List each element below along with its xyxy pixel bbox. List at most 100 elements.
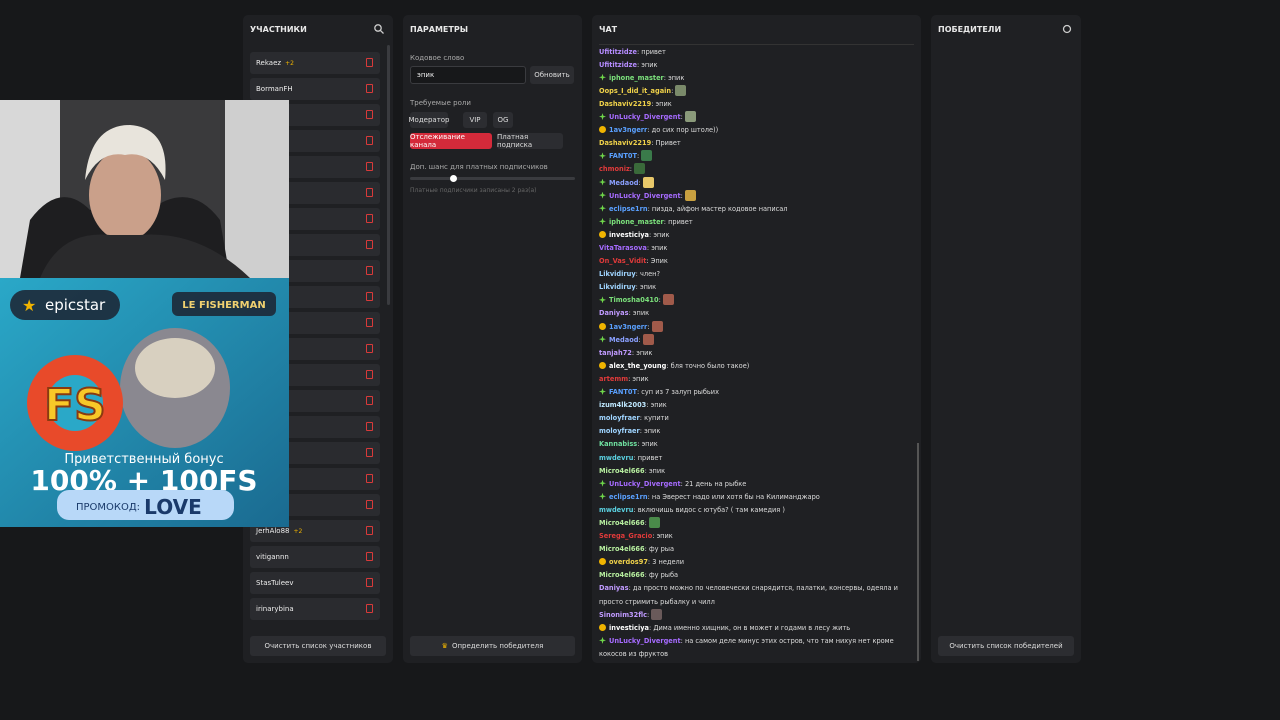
username: Medaod [609,336,643,344]
delete-icon[interactable] [366,526,373,535]
delete-icon[interactable] [366,58,373,67]
username: investiciya [609,231,653,239]
badge-icon [599,178,606,186]
slider-track[interactable] [410,177,575,180]
badge-icon [599,492,606,500]
code-input[interactable]: эпик [410,66,526,84]
chat-message: alex_the_youngбля точно было такое) [599,360,909,373]
chat-message: FANT0T [599,150,909,163]
username: Daniyas [599,584,633,592]
role-toggle[interactable]: Платная подписка [497,133,563,149]
delete-icon[interactable] [366,578,373,587]
emote [675,84,687,96]
participant-row: irinarybina [250,598,380,620]
clear-participants-button[interactable]: Очистить список участников [250,636,386,656]
delete-icon[interactable] [366,500,373,509]
delete-icon[interactable] [366,110,373,119]
delete-icon[interactable] [366,188,373,197]
delete-icon[interactable] [366,84,373,93]
role-toggle[interactable]: Модератор [409,112,450,128]
participant-name: vitigannn [256,553,289,561]
message-text: включишь видос с ютуба? ( там камедия ) [637,505,785,514]
chat-message: Micro4el666фу рыа [599,543,909,556]
emote [634,163,646,175]
chat-message: UnLucky_Divergent [599,111,909,124]
chat-message: eclipse1rnпизда, айфон мастер кодовое на… [599,203,909,216]
message-text: фу рыба [648,571,679,580]
username: 1av3ngerr [609,323,652,331]
message-text: привет [637,453,663,462]
refresh-icon[interactable] [1062,24,1072,34]
svg-text:★: ★ [22,296,36,315]
message-text: бля точно было такое) [670,361,750,370]
chat-message: iphone_masterэпик [599,72,909,85]
delete-icon[interactable] [366,240,373,249]
participant-row: BormanFH [250,78,380,100]
username: alex_the_young [609,362,671,370]
role-toggle[interactable]: Отслеживание канала [410,133,492,149]
message-text: эпик [641,440,658,449]
message-text: на самом деле минус этих остров, что там… [599,636,894,658]
message-text: эпик [639,283,657,292]
message-text: пизда, айфон мастер кодовое написал [651,204,788,213]
participant-row: Rekaez +2 [250,52,380,74]
divider [599,44,914,45]
badge-icon [599,230,606,238]
emote [662,294,674,306]
delete-icon[interactable] [366,162,373,171]
chat-log: UfititzidzeприветUfititzidzeэпикiphone_m… [599,45,909,661]
logo: FS [44,380,106,431]
username: Likvidiruy [599,283,640,291]
delete-icon[interactable] [366,292,373,301]
role-toggle[interactable]: VIP [463,112,487,128]
delete-icon[interactable] [366,318,373,327]
badge-icon [599,296,606,304]
delete-icon[interactable] [366,266,373,275]
ad-banner: epicstar ★ LE FISHERMAN FS Приветственны… [0,278,289,527]
delete-icon[interactable] [366,214,373,223]
message-text: до сих пор штоле)) [651,126,719,135]
delete-icon[interactable] [366,136,373,145]
roles-label: Требуемые роли [410,99,471,107]
message-text: привет [668,217,693,226]
update-button[interactable]: Обновить [530,66,574,84]
message-text: Дима именно хищник, он в может и годами … [653,623,851,632]
delete-icon[interactable] [366,344,373,353]
search-icon[interactable] [374,24,384,34]
username: Ufititzidze [599,48,641,56]
delete-icon[interactable] [366,422,373,431]
participant-name: JerhAlo88 [256,527,290,535]
message-text: член? [639,270,660,279]
chat-message: moloyfraerкупити [599,412,909,425]
scrollbar [387,45,390,305]
participant-name: Rekaez [256,59,282,67]
chat-message: FANT0Tсуп из 7 залуп рыбьих [599,386,909,399]
username: mwdevru [599,454,638,462]
chat-message: Ufititzidzeэпик [599,59,909,72]
badge-icon [599,636,606,644]
emote [641,150,653,162]
delete-icon[interactable] [366,370,373,379]
username: iphone_master [609,74,668,82]
game-title: LE FISHERMAN [182,300,265,311]
clear-winners-button[interactable]: Очистить список победителей [938,636,1074,656]
slider-thumb[interactable] [450,175,457,182]
username: Sinonim32flc [599,611,651,619]
participant-name: StasTuleev [256,579,294,587]
username: Daniyas [599,309,633,317]
message-text: 21 день на рыбке [684,479,747,488]
participant-badge: +2 [285,59,294,67]
delete-icon[interactable] [366,552,373,561]
chat-message: Dashaviv2219эпик [599,98,909,111]
delete-icon[interactable] [366,474,373,483]
delete-icon[interactable] [366,396,373,405]
role-toggle[interactable]: OG [493,112,513,128]
delete-icon[interactable] [366,448,373,457]
username: Dashaviv2219 [599,100,656,108]
username: VitaTarasova [599,244,651,252]
delete-icon[interactable] [366,604,373,613]
pick-winner-button[interactable]: ♛ Определить победителя [410,636,575,656]
username: UnLucky_Divergent [609,113,685,121]
username: Serega_Gracio [599,532,657,540]
